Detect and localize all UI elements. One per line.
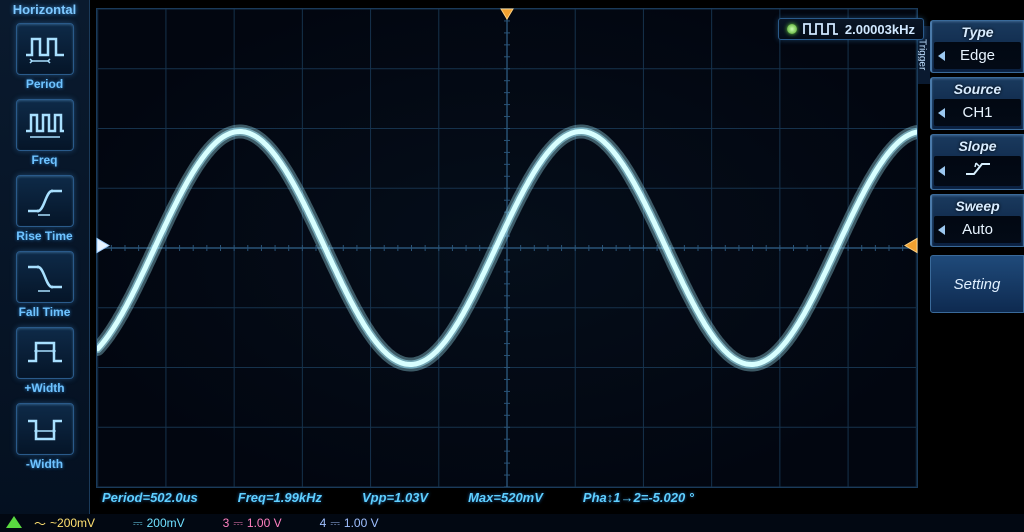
measure-falltime-label: Fall Time [19, 305, 71, 319]
trigger-position-marker-icon [499, 7, 515, 26]
measure-falltime-button[interactable] [16, 251, 74, 303]
sidebar-horizontal-measure: Horizontal Period Freq Rise Time Fall Ti… [0, 0, 90, 532]
readout-period: Period=502.0us [102, 490, 198, 510]
frequency-counter-badge: 2.00003kHz [778, 18, 924, 40]
menu-setting-button[interactable]: Setting [930, 255, 1024, 313]
measurement-readout-bar: Period=502.0us Freq=1.99kHz Vpp=1.03V Ma… [96, 490, 918, 510]
readout-vpp: Vpp=1.03V [362, 490, 428, 510]
status-ch2-scale: ⎓ 200mV [129, 516, 189, 531]
trigger-menu: Type Edge Source CH1 Slope Sweep Auto Se… [930, 0, 1024, 532]
measure-period-button[interactable] [16, 23, 74, 75]
status-ch4-scale: 4 ⎓ 1.00 V [316, 516, 383, 531]
menu-type-title: Type [932, 21, 1023, 42]
waveform-display [96, 8, 918, 488]
trigger-level-marker-icon [903, 237, 919, 260]
measure-period-label: Period [26, 77, 63, 91]
menu-type[interactable]: Type Edge [930, 20, 1024, 73]
menu-slope-value [934, 156, 1021, 186]
readout-phase: Pha↕1→2=-5.020 ° [583, 490, 694, 510]
square-wave-icon [803, 22, 839, 36]
measure-risetime-label: Rise Time [16, 229, 72, 243]
menu-source[interactable]: Source CH1 [930, 77, 1024, 130]
run-indicator-icon [6, 516, 22, 528]
menu-source-title: Source [932, 78, 1023, 99]
waveform-trace [97, 9, 917, 487]
menu-type-value: Edge [934, 42, 1021, 69]
channel-ground-marker-icon [95, 237, 111, 260]
measure-freq-button[interactable] [16, 99, 74, 151]
measure-pwidth-button[interactable] [16, 327, 74, 379]
status-bar: 〜~200mV ⎓ 200mV 3 ⎓ 1.00 V 4 ⎓ 1.00 V [0, 514, 1024, 532]
measure-pwidth-label: +Width [24, 381, 64, 395]
trigger-led-icon [787, 24, 797, 34]
measure-nwidth-button[interactable] [16, 403, 74, 455]
measure-nwidth-label: -Width [26, 457, 63, 471]
rising-edge-icon [964, 161, 992, 177]
menu-slope[interactable]: Slope [930, 134, 1024, 190]
sidebar-header: Horizontal [13, 2, 77, 17]
status-ch3-scale: 3 ⎓ 1.00 V [219, 516, 286, 531]
status-ch1-scale: 〜~200mV [30, 515, 99, 532]
menu-sweep[interactable]: Sweep Auto [930, 194, 1024, 247]
menu-source-value: CH1 [934, 99, 1021, 126]
frequency-counter-value: 2.00003kHz [845, 22, 915, 37]
menu-slope-title: Slope [932, 135, 1023, 156]
measure-freq-label: Freq [31, 153, 57, 167]
readout-freq: Freq=1.99kHz [238, 490, 322, 510]
menu-sweep-value: Auto [934, 216, 1021, 243]
measure-risetime-button[interactable] [16, 175, 74, 227]
readout-max: Max=520mV [468, 490, 543, 510]
menu-sweep-title: Sweep [932, 195, 1023, 216]
